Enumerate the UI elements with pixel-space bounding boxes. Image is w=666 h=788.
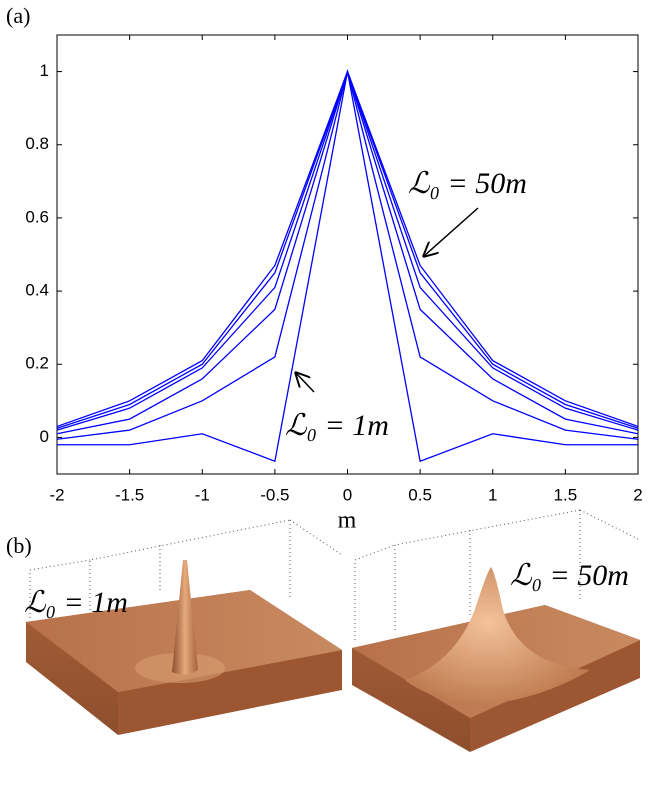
x-tick-label: -1 xyxy=(195,485,210,504)
x-tick-label: 2 xyxy=(633,485,642,504)
series-line xyxy=(57,71,638,463)
y-tick-label: 0.4 xyxy=(25,281,49,300)
series-line xyxy=(56,71,639,440)
series-line xyxy=(56,69,639,428)
surface-peak xyxy=(172,560,198,675)
annotation-arrow xyxy=(424,207,479,256)
surface-base xyxy=(118,650,342,735)
panel-label: (b) xyxy=(6,533,32,558)
series-line xyxy=(56,69,639,429)
annotation: ℒ₀ = 50m xyxy=(408,167,527,200)
y-tick-label: 0.8 xyxy=(25,134,49,153)
surface-base xyxy=(470,640,640,752)
plot: 0 0.2 0.4 0.6 0.8 1 -2 -1.5 -1 -0.5 0 0.5 1 1.5 2 xyxy=(25,35,643,504)
annotation: ℒ₀ = 1m xyxy=(285,409,389,442)
x-tick-label: -0.5 xyxy=(260,485,289,504)
panel-label: (a) xyxy=(6,3,30,28)
y-tick-label: 0.6 xyxy=(25,207,49,226)
x-tick-label: 1.5 xyxy=(554,485,578,504)
y-tick-label: 1 xyxy=(40,61,49,80)
x-tick-label: 1 xyxy=(488,485,497,504)
x-tick-label: -2 xyxy=(49,485,64,504)
x-tick-label: 0.5 xyxy=(408,485,432,504)
surface-peak xyxy=(405,567,590,705)
x-axis-label: m xyxy=(338,508,357,534)
surface-grid xyxy=(29,509,641,640)
y-tick-label: 0.2 xyxy=(25,354,49,373)
x-tick-label: -1.5 xyxy=(115,485,144,504)
y-tick-label: 0 xyxy=(40,427,49,446)
series-line xyxy=(56,69,639,431)
x-tick-label: 0 xyxy=(343,485,352,504)
surface-label: ℒ₀ = 50m xyxy=(510,559,629,592)
surface-label: ℒ₀ = 1m xyxy=(24,586,128,619)
series-line xyxy=(56,69,639,435)
annotation-arrow xyxy=(296,373,315,393)
